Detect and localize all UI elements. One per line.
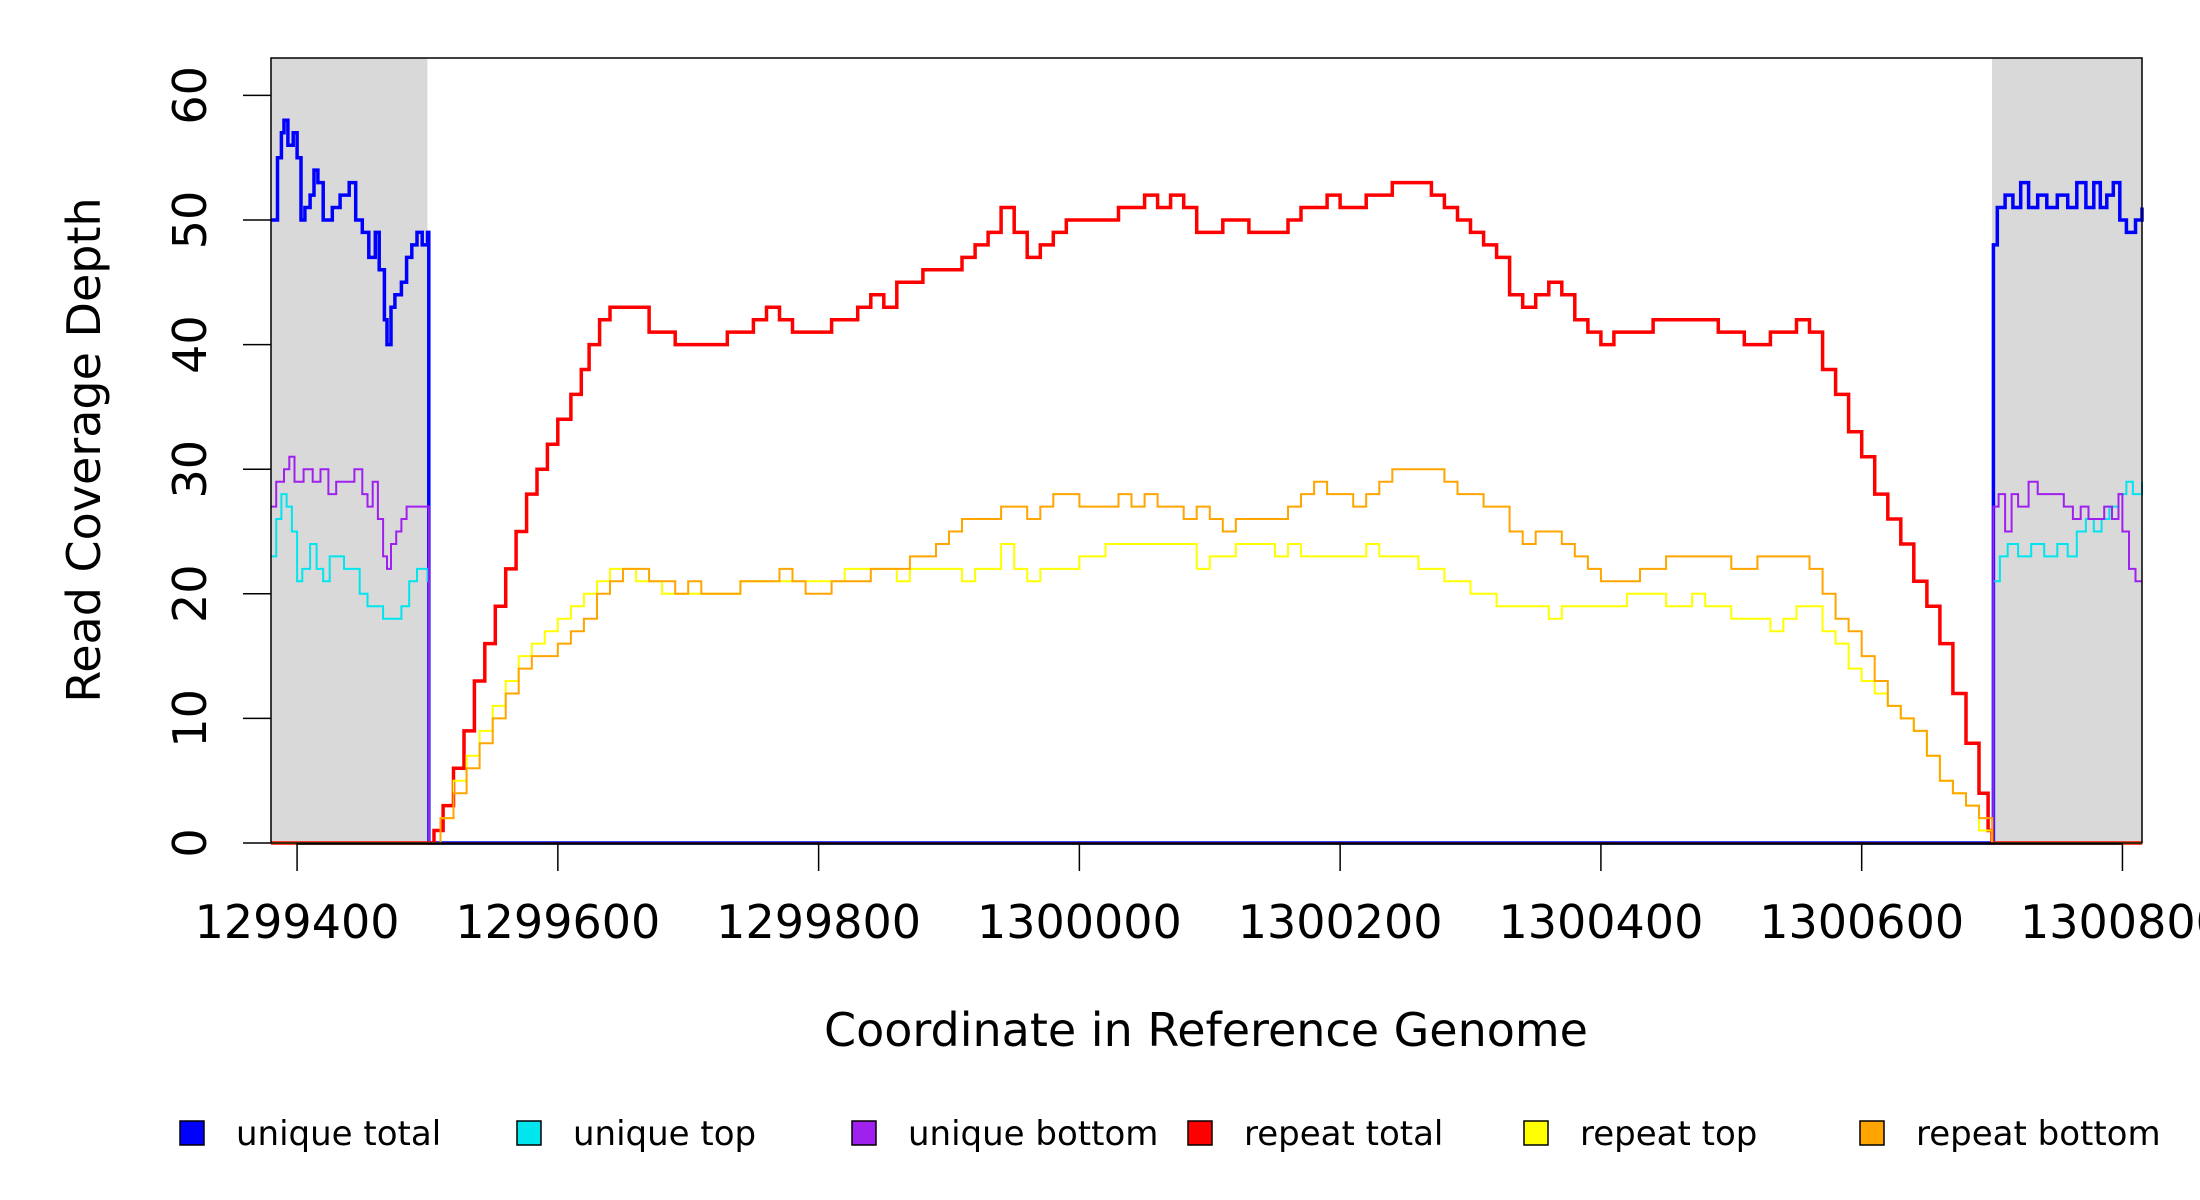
legend-swatch xyxy=(516,1120,542,1146)
legend-swatch xyxy=(1523,1120,1549,1146)
legend-swatch xyxy=(179,1120,205,1146)
legend: unique total unique top unique bottom repea… xyxy=(179,1114,2161,1154)
y-tick-label: 20 xyxy=(163,565,217,624)
series-unique-total xyxy=(271,118,2144,845)
legend-swatch xyxy=(1859,1120,1885,1146)
legend-label: unique total xyxy=(236,1114,441,1154)
x-tick-label: 1300200 xyxy=(1238,895,1443,949)
y-tick-label: 40 xyxy=(163,315,217,374)
legend-swatch xyxy=(1187,1120,1213,1146)
series-repeat-top xyxy=(271,543,2142,844)
legend-label: unique top xyxy=(573,1114,756,1154)
legend-swatch xyxy=(851,1120,877,1146)
y-axis: 0 10 20 30 40 50 60 xyxy=(163,66,271,858)
y-axis-title: Read Coverage Depth xyxy=(57,197,111,702)
shaded-region-1 xyxy=(271,58,428,843)
series-repeat-total xyxy=(271,180,2142,845)
legend-label: repeat total xyxy=(1244,1114,1443,1154)
y-tick-label: 0 xyxy=(163,828,217,857)
legend-label: repeat bottom xyxy=(1916,1114,2161,1154)
x-tick-label: 1300400 xyxy=(1498,895,1703,949)
y-tick-label: 60 xyxy=(163,66,217,125)
x-tick-label: 1300600 xyxy=(1759,895,1964,949)
x-axis: 1299400 1299600 1299800 1300000 1300200 13004… xyxy=(195,843,2200,949)
y-tick-label: 10 xyxy=(163,689,217,748)
y-tick-label: 50 xyxy=(163,191,217,250)
plot-frame xyxy=(270,57,2143,844)
x-tick-label: 1300000 xyxy=(977,895,1182,949)
shaded-region-2 xyxy=(1992,58,2142,843)
y-tick-label: 30 xyxy=(163,440,217,499)
legend-label: unique bottom xyxy=(908,1114,1158,1154)
legend-label: repeat top xyxy=(1580,1114,1757,1154)
series-lines xyxy=(271,118,2144,845)
x-tick-label: 1299800 xyxy=(716,895,921,949)
x-tick-label: 1299400 xyxy=(195,895,400,949)
series-unique-top xyxy=(271,480,2143,844)
x-tick-label: 1299600 xyxy=(455,895,660,949)
series-repeat-bottom xyxy=(271,468,2142,844)
series-unique-bottom xyxy=(271,455,2142,844)
x-axis-title: Coordinate in Reference Genome xyxy=(824,1003,1588,1057)
